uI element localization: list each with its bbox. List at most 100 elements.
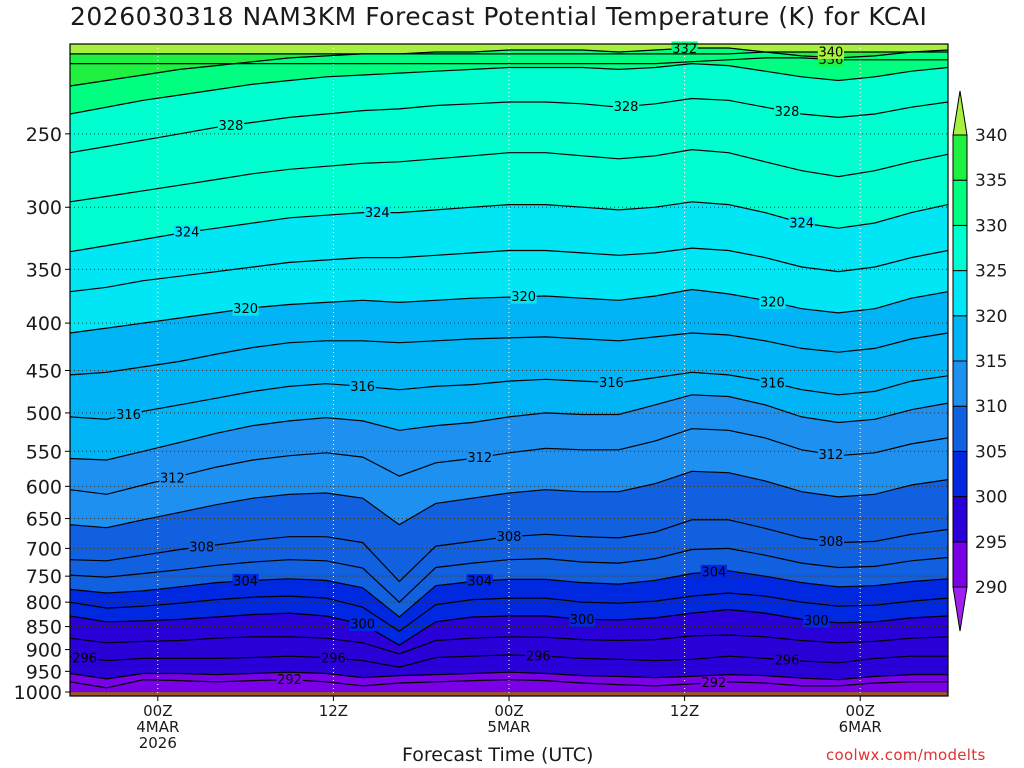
contour-label-bg [71,650,98,665]
contour-label-bg [598,375,625,390]
surface-ground [70,691,948,696]
contour-label: 316 [599,376,624,391]
contour-332 [69,47,949,87]
colorbar-swatch [952,179,968,226]
x-tick-label: 00Z [494,702,523,720]
contour-label-bg [612,99,640,114]
contour-label: 320 [760,295,785,310]
contour-label: 340 [819,45,844,60]
contour-label-bg [466,574,493,589]
colorbar-arrow-high [952,90,968,136]
colorbar-swatch [952,224,968,272]
contour-312 [69,428,949,495]
y-tick-label: 700 [26,538,62,560]
y-tick-label: 400 [26,313,62,335]
contour-label-bg [803,613,830,628]
contour-label-bg [217,118,245,133]
contour-label: 320 [233,302,258,317]
y-tick-label: 950 [26,661,62,683]
credit-link[interactable]: coolwx.com/modelts [826,746,986,764]
contour-label: 304 [701,565,726,580]
y-tick-label: 850 [26,617,62,639]
x-tick-label: 12Z [670,702,699,720]
contour-304 [69,570,949,618]
contour-340 [70,51,948,55]
contour-lines: 292 292 296 296 296 296 300 300 300 304 304 304 308 3… [69,41,949,691]
contour-label-bg [232,301,259,316]
colorbar-arrow-low [952,586,968,632]
contour-label-bg [700,675,727,690]
colorbar-swatch [952,450,968,498]
contour-label: 296 [775,653,800,668]
contour-314 [69,394,949,461]
contour-330 [69,62,949,115]
contour-label: 312 [467,451,492,466]
y-tick-label: 500 [26,403,62,425]
contour-label-bg [817,447,845,462]
colorbar-swatch [952,360,968,407]
contour-296 [69,654,948,668]
contour-label: 292 [277,673,302,688]
colorbar-label: 310 [975,397,1007,417]
contour-label-bg [495,529,523,544]
y-tick-label: 1000 [14,682,62,704]
x-tick-label: 2026 [139,734,177,752]
contour-label: 316 [350,380,375,395]
contour-300 [69,608,949,646]
contour-label: 292 [701,676,726,691]
contour-294 [69,671,948,681]
colorbar-swatch [952,134,968,181]
contour-label: 320 [511,290,536,305]
contour-label-bg [188,539,215,554]
contour-302 [69,592,949,633]
contour-label: 324 [365,206,390,221]
contour-label-bg [525,648,552,663]
contour-label-bg [173,225,201,240]
contour-label-bg [817,534,845,549]
contour-label: 304 [467,575,492,590]
contour-label: 300 [804,614,829,629]
y-tick-label: 250 [26,124,62,146]
contour-320 [69,288,949,334]
colorbar-label: 300 [975,488,1007,508]
colorbar-label: 290 [975,578,1007,598]
colorbar-swatch [952,496,968,543]
contour-label: 300 [570,613,595,628]
contour-316 [69,371,949,420]
x-tick-label: 6MAR [839,718,882,736]
contour-label-bg [759,375,786,390]
contour-label: 324 [175,226,200,241]
contour-label-bg [700,564,727,579]
contour-326 [69,148,949,203]
contour-label: 296 [321,652,346,667]
y-tick-label: 750 [26,566,62,588]
colorbar-swatch [952,270,968,317]
contour-label-bg [159,470,186,485]
contour-label: 316 [116,408,141,423]
x-tick-label: 00Z [846,702,875,720]
contour-label: 308 [189,540,214,555]
contour-label-bg [349,617,376,632]
contour-label-bg [510,289,537,304]
y-tick-label: 900 [26,640,62,662]
y-tick-label: 450 [26,360,62,382]
contour-322 [69,247,949,293]
contour-label: 296 [526,649,551,664]
colorbar-label: 340 [975,126,1007,146]
contour-292 [69,679,948,689]
contour-328 [69,97,949,154]
contour-label: 308 [819,535,844,550]
contour-label-bg [320,651,347,666]
colorbar-label: 325 [975,262,1007,282]
contour-label-bg [759,294,786,309]
contour-336 [70,57,948,65]
x-axis-title: Forecast Time (UTC) [402,744,594,766]
colorbar-label: 335 [975,171,1007,191]
contour-label: 312 [819,448,844,463]
colorbar-label: 320 [975,307,1007,327]
colorbar-label: 330 [975,216,1007,236]
contour-label: 304 [233,574,258,589]
y-tick-label: 600 [26,476,62,498]
contour-label: 300 [350,618,375,633]
